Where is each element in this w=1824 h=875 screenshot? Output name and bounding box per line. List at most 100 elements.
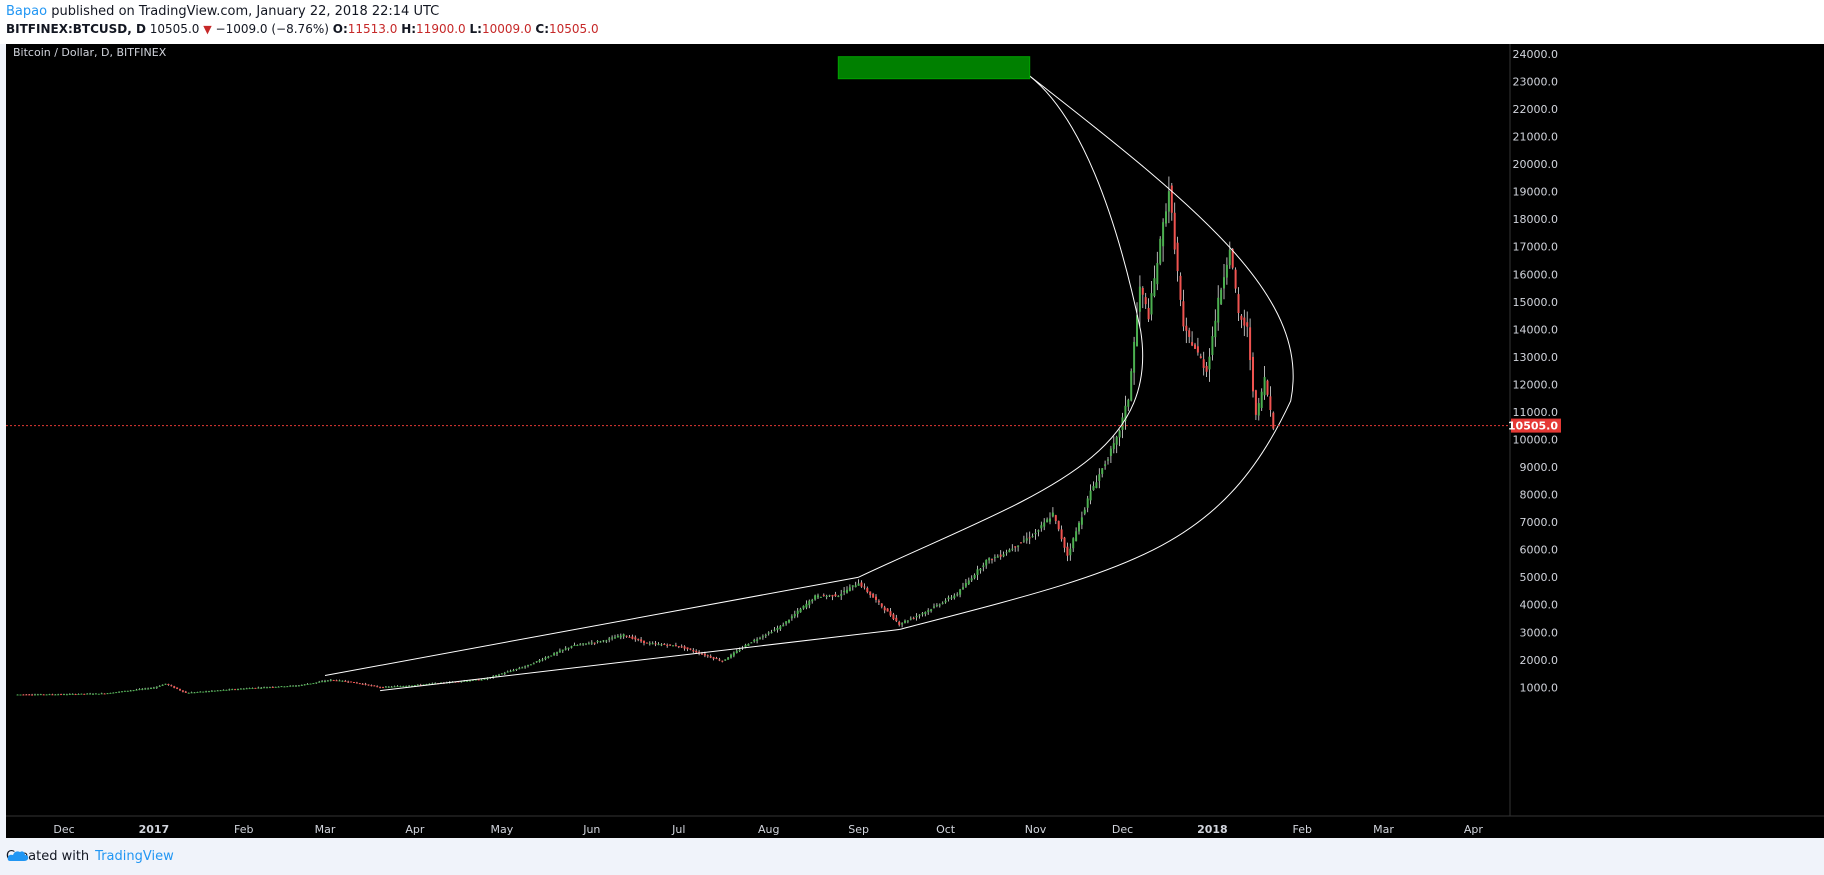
candle-body [790, 616, 793, 619]
candle-body [103, 693, 106, 695]
candle-body [973, 574, 976, 579]
candle-body [271, 686, 274, 688]
open-label: O: [332, 22, 348, 36]
candle-body [36, 694, 39, 696]
x-tick-label: Sep [848, 823, 869, 836]
candle-body [480, 679, 483, 681]
x-tick-label: Apr [405, 823, 425, 836]
candle-body [161, 684, 164, 686]
candle-body [1196, 346, 1199, 353]
candle-body [1008, 549, 1011, 553]
candle-body [988, 558, 991, 561]
candle-body [561, 649, 564, 651]
candle-body [112, 692, 115, 694]
candle-body [912, 617, 915, 619]
candle-body [63, 694, 65, 696]
candle-body [782, 624, 785, 627]
candle-body [396, 686, 399, 688]
published-text: published on TradingView.com, January 22… [51, 4, 440, 19]
candle-body [1136, 315, 1138, 347]
candle-body [1025, 538, 1028, 541]
candle-body [286, 686, 289, 688]
candle-body [350, 681, 353, 683]
candle-body [231, 689, 234, 691]
candle-body [596, 641, 599, 643]
price-chart[interactable]: Bitcoin / Dollar, D, BITFINEX 1000.0 2000.… [6, 44, 1824, 838]
x-tick-label: Feb [234, 823, 253, 836]
candle-body [747, 643, 750, 646]
candle-body [210, 690, 213, 692]
x-tick-label: Mar [315, 823, 336, 836]
candle-body [706, 655, 709, 657]
candle-body [512, 670, 515, 672]
candle-body [767, 632, 770, 634]
candle-body [419, 684, 422, 686]
candle-body [219, 690, 222, 692]
candle-body [1252, 356, 1254, 392]
candle-body [457, 681, 460, 683]
candle-body [1005, 552, 1008, 554]
candle-body [199, 691, 202, 693]
candle-body [1080, 517, 1083, 525]
candle-body [416, 684, 419, 686]
candle-body [434, 683, 437, 685]
candle-body [799, 608, 802, 613]
y-tick-label: 1000.0 [1520, 681, 1559, 694]
candle-body [1130, 371, 1133, 401]
candle-body [460, 681, 463, 683]
candle-body [1249, 327, 1252, 361]
candle-body [1173, 212, 1176, 250]
candle-body [616, 635, 619, 638]
candle-body [1254, 390, 1257, 415]
y-tick-label: 20000.0 [1513, 158, 1559, 171]
candle-body [796, 610, 799, 615]
candle-body [744, 644, 747, 647]
candle-body [880, 603, 883, 607]
price-change: −1009.0 (−8.76%) [215, 22, 329, 36]
candle-body [590, 642, 593, 644]
candle-body [193, 692, 196, 694]
candle-body [904, 620, 906, 623]
candle-body [773, 629, 776, 631]
candle-body [822, 594, 825, 596]
candle-body [312, 683, 315, 685]
channel-lower-line [380, 629, 900, 692]
candle-body [851, 585, 854, 587]
candle-body [48, 694, 51, 696]
candle-body [54, 694, 57, 696]
candle-body [1115, 436, 1118, 445]
candle-body [999, 554, 1002, 557]
candle-body [1153, 278, 1156, 297]
candle-body [1002, 554, 1005, 557]
candle-body [677, 646, 680, 648]
candle-body [251, 687, 254, 689]
candle-body [924, 611, 927, 614]
channel-upper-line [324, 576, 859, 677]
candle-body [1156, 263, 1159, 285]
candle-body [1072, 538, 1075, 549]
chart-area[interactable]: Bitcoin / Dollar, D, BITFINEX 1000.0 2000.… [6, 44, 1824, 838]
x-tick-label: May [491, 823, 514, 836]
candle-body [587, 643, 590, 645]
author-link[interactable]: Bapao [6, 4, 48, 19]
candle-body [97, 693, 100, 695]
candle-body [709, 656, 712, 658]
candle-body [150, 688, 152, 690]
candle-body [637, 639, 640, 641]
candle-body [692, 650, 695, 652]
candle-body [892, 614, 895, 620]
candle-body [611, 637, 614, 639]
tradingview-link[interactable]: TradingView [95, 849, 174, 864]
candle-body [341, 680, 344, 682]
candle-body [1147, 307, 1150, 320]
candle-body [898, 621, 901, 625]
candle-body [411, 685, 413, 687]
candle-body [996, 556, 999, 558]
candle-body [1243, 317, 1246, 326]
candle-body [335, 680, 338, 682]
candle-body [289, 685, 292, 687]
candle-body [825, 595, 828, 597]
candle-body [393, 686, 396, 688]
x-tick-label: Nov [1025, 823, 1047, 836]
y-tick-label: 8000.0 [1520, 489, 1559, 502]
